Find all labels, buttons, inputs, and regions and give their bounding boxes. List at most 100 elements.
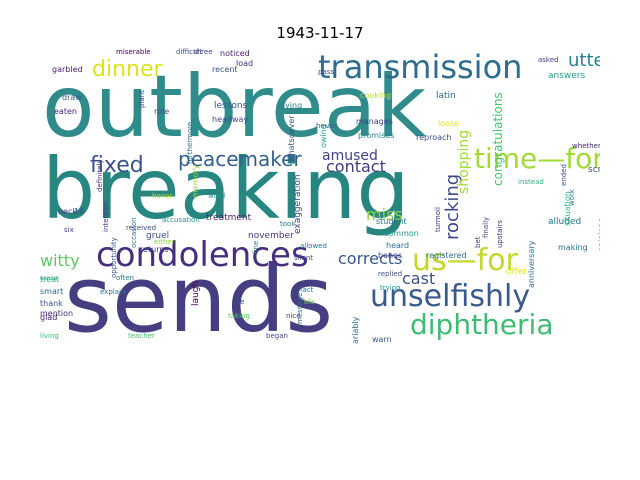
- cloud-word-warn: warn: [372, 335, 392, 344]
- cloud-word-pass: pass: [318, 68, 334, 76]
- cloud-word-sense: sense: [40, 275, 58, 282]
- cloud-word-dinner: dinner: [92, 57, 163, 82]
- cloud-word-message: message: [296, 293, 304, 324]
- cloud-word-congratulations: congratulations: [491, 92, 505, 186]
- cloud-word-screw: screw: [588, 165, 600, 175]
- cloud-word-bones: bones: [378, 251, 402, 260]
- cloud-word-16: 16: [74, 207, 84, 216]
- cloud-word-cast: cast: [402, 269, 435, 288]
- cloud-word-time-for: time—for: [474, 142, 600, 175]
- cloud-word-condolences: condolences: [96, 235, 309, 275]
- cloud-word-rocking: rocking: [442, 174, 463, 240]
- cloud-word-instead: instead: [518, 178, 544, 186]
- cloud-word-opportunity: opportunity: [110, 237, 118, 278]
- cloud-word-draw: draw: [62, 93, 82, 102]
- cloud-word-invariably: invariably: [351, 316, 360, 344]
- cloud-word-anniversary: anniversary: [527, 240, 536, 288]
- cloud-word-bet: bet: [474, 236, 482, 248]
- cloud-word-miss: miss: [366, 205, 403, 224]
- cloud-word-furthermore: furthermore: [186, 122, 194, 164]
- cloud-word-work: work: [568, 188, 576, 206]
- cloud-word-november: november: [248, 231, 294, 241]
- cloud-word-load: load: [236, 59, 253, 68]
- cloud-word-noticed: noticed: [220, 49, 250, 58]
- cloud-word-often: often: [116, 274, 134, 282]
- cloud-word-fixed: fixed: [90, 153, 144, 178]
- cloud-word-definitely: definitely: [96, 159, 104, 192]
- cloud-word-turmoil: turmoil: [434, 207, 442, 232]
- cloud-word-nice: nice: [286, 312, 301, 320]
- cloud-word-house: house: [316, 122, 337, 130]
- cloud-word-word: word: [208, 192, 225, 200]
- word-cloud: outbreak breaking sends transmission condole…: [40, 48, 600, 344]
- cloud-word-saying: saying: [276, 101, 302, 110]
- cloud-word-promises: promises: [358, 131, 394, 140]
- cloud-word-either: either: [154, 238, 175, 246]
- cloud-word-returns: returns: [140, 245, 169, 254]
- cloud-word-honor: honor: [152, 192, 172, 200]
- cloud-word-peacemaker: peacemaker: [178, 147, 302, 171]
- cloud-word-contact: contact: [326, 157, 386, 176]
- cloud-word-amused: amused: [322, 148, 378, 164]
- cloud-word-smart: smart: [40, 287, 63, 296]
- cloud-word-whatsoever: whatsoever: [287, 115, 296, 162]
- cloud-word-taking: taking: [228, 312, 250, 320]
- cloud-word-intention: intention: [102, 201, 110, 232]
- cloud-word-headway: headway: [212, 115, 248, 124]
- cloud-word-six: six: [64, 226, 74, 234]
- cloud-word-diphtheria: diphtheria: [410, 308, 553, 341]
- cloud-word-unselfishly: unselfishly: [370, 279, 530, 314]
- cloud-word-thank: thank: [40, 299, 63, 308]
- cloud-word-asked: asked: [538, 56, 559, 64]
- cloud-word-eaten: eaten: [54, 107, 77, 116]
- cloud-word-situation: situation: [563, 191, 572, 226]
- cloud-word-alluded: alluded: [548, 217, 581, 227]
- cloud-word-received: received: [126, 224, 156, 232]
- cloud-word-living: living: [40, 332, 59, 340]
- cloud-word-finally: finally: [482, 217, 490, 238]
- wordcloud-title: 1943-11-17: [276, 24, 364, 42]
- cloud-word-utter: utter: [568, 50, 600, 71]
- cloud-word-upstairs: upstairs: [496, 220, 504, 248]
- cloud-word-accusation: accusation: [162, 216, 200, 224]
- cloud-word-teacher: teacher: [128, 332, 155, 340]
- cloud-word-plant: plant: [138, 90, 146, 108]
- cloud-word-garbled: garbled: [52, 65, 83, 74]
- cloud-word-common: common: [384, 229, 419, 238]
- cloud-word-making: making: [558, 243, 588, 252]
- cloud-word-began: began: [266, 332, 288, 340]
- cloud-word-lessons: lessons: [214, 101, 248, 111]
- cloud-word-outbreak: outbreak: [42, 57, 427, 157]
- cloud-word-memory: memory: [191, 164, 200, 198]
- cloud-word-laugh: laugh: [191, 281, 201, 306]
- cloud-word-heard: heard: [386, 241, 409, 250]
- cloud-word-occasion: occasion: [130, 217, 138, 248]
- cloud-word-us-for: us—for: [412, 243, 519, 278]
- cloud-word-cooking: cooking: [360, 91, 391, 100]
- cloud-word-fine: fine: [252, 241, 260, 254]
- cloud-word-shopping: shopping: [456, 130, 472, 194]
- cloud-word-registered: registered: [426, 251, 467, 260]
- cloud-word-offer: offer: [506, 267, 527, 277]
- cloud-word-ended: ended: [560, 164, 568, 186]
- cloud-word-gruel: gruel: [146, 231, 169, 241]
- cloud-word-use: use: [232, 298, 244, 306]
- cloud-word-miserable: miserable: [116, 48, 151, 56]
- cloud-word-loose: loose: [438, 119, 459, 128]
- cloud-word-neck: neck: [58, 207, 77, 216]
- cloud-word-student: student: [376, 217, 407, 226]
- cloud-word-transmission: transmission: [318, 48, 522, 86]
- cloud-word-manages: manages: [356, 117, 393, 126]
- cloud-word-witty: witty: [40, 251, 80, 270]
- cloud-word-recent: recent: [212, 65, 238, 74]
- cloud-word-mention: mention: [40, 309, 73, 318]
- cloud-word-latin: latin: [436, 91, 456, 101]
- cloud-word-three: three: [194, 48, 213, 56]
- cloud-word-corrects: corrects: [338, 249, 402, 268]
- cloud-word-trying: trying: [380, 284, 401, 292]
- cloud-word-role: role: [154, 107, 169, 116]
- cloud-word-took: took: [280, 220, 296, 228]
- cloud-word-answers: answers: [548, 71, 586, 81]
- cloud-word-treat: treat: [40, 275, 59, 284]
